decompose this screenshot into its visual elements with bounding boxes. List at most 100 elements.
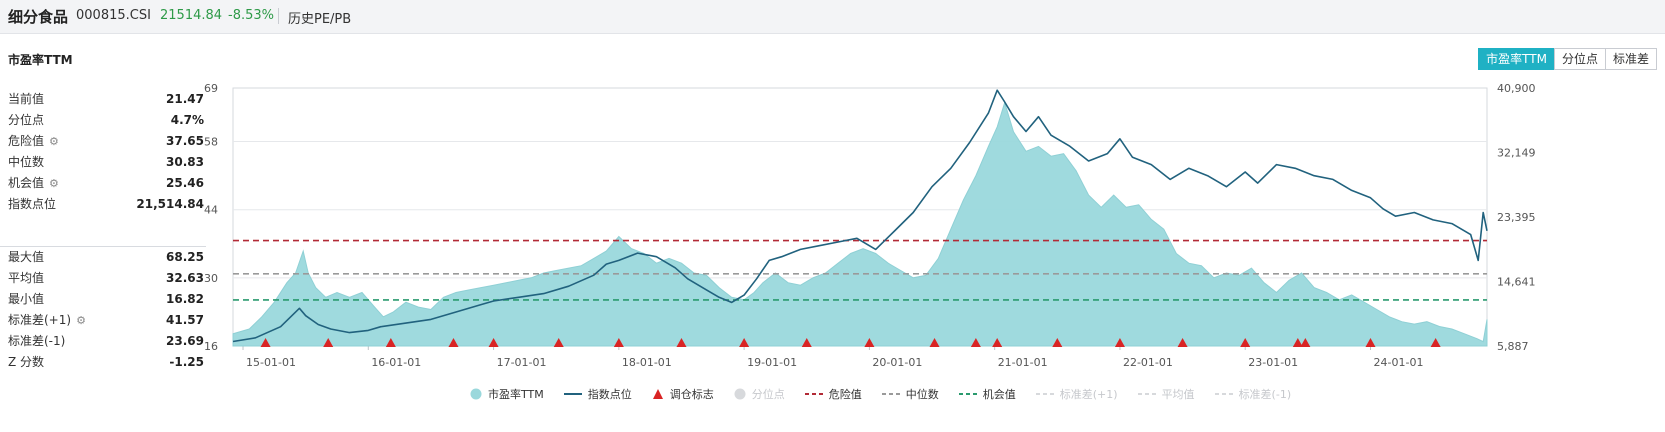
stat-opportunity: 机会值 ⚙ 25.46	[8, 173, 204, 194]
rebalance-marker	[676, 338, 687, 347]
index-name: 细分食品	[8, 8, 69, 26]
x-tick-label: 18-01-01	[622, 356, 672, 369]
legend-index[interactable]: 指数点位	[563, 386, 632, 402]
stat-label: 分位点	[8, 113, 45, 127]
stat-label: 危险值	[8, 134, 45, 148]
legend-percentile[interactable]: 分位点	[734, 386, 785, 402]
rebalance-marker	[323, 338, 334, 347]
stat-value: 68.25	[166, 250, 204, 264]
x-tick-label: 17-01-01	[497, 356, 547, 369]
section-title: 市盈率TTM	[8, 53, 73, 67]
y-right-tick-label: 14,641	[1497, 276, 1536, 289]
x-tick-label: 23-01-01	[1248, 356, 1298, 369]
y-right-tick-label: 5,887	[1497, 340, 1529, 353]
legend-opportunity[interactable]: 机会值	[958, 386, 1016, 402]
legend-std-minus[interactable]: 标准差(-1)	[1214, 386, 1292, 402]
legend-label: 分位点	[751, 388, 785, 401]
stat-value: 41.57	[166, 313, 204, 327]
rebalance-marker	[970, 338, 981, 347]
index-points-line	[232, 89, 1488, 343]
legend-swatch-dash	[1035, 393, 1054, 395]
legend-label: 指数点位	[587, 388, 632, 401]
legend-swatch-line	[563, 393, 582, 395]
stat-std-plus: 标准差(+1) ⚙ 41.57	[8, 310, 204, 331]
legend-label: 机会值	[982, 388, 1016, 401]
percentile-button[interactable]: 分位点	[1553, 48, 1606, 70]
legend-swatch-dash	[958, 393, 977, 395]
legend-label: 标准差(+1)	[1059, 388, 1118, 401]
metric-toggle-group: 市盈率TTM 分位点 标准差	[1478, 48, 1657, 70]
rebalance-marker	[1052, 338, 1063, 347]
rebalance-marker	[1292, 338, 1303, 347]
legend-rebalance[interactable]: 调仓标志	[652, 386, 714, 402]
index-code: 000815.CSI	[76, 8, 151, 23]
std-dev-button[interactable]: 标准差	[1604, 48, 1657, 70]
x-tick-label: 19-01-01	[747, 356, 797, 369]
history-pe-pb-link[interactable]: 历史PE/PB	[288, 12, 352, 27]
stat-min: 最小值 16.82	[8, 289, 204, 310]
rebalance-marker	[992, 338, 1003, 347]
stat-label: 最小值	[8, 292, 45, 306]
legend-swatch-dash	[1214, 393, 1233, 395]
legend-label: 平均值	[1161, 388, 1195, 401]
x-tick-label: 21-01-01	[998, 356, 1048, 369]
y-left-tick-label: 16	[204, 340, 218, 353]
rebalance-marker	[1300, 338, 1311, 347]
stat-value: -1.25	[169, 355, 204, 369]
stats-divider	[0, 246, 206, 247]
stat-label: 最大值	[8, 250, 45, 264]
x-tick-label: 24-01-01	[1374, 356, 1424, 369]
y-left-tick-label: 58	[204, 136, 218, 149]
stat-value: 32.63	[166, 271, 204, 285]
stat-value: 21.47	[166, 92, 204, 106]
rebalance-marker	[553, 338, 564, 347]
stat-label: 平均值	[8, 271, 45, 285]
stat-label: 当前值	[8, 92, 45, 106]
rebalance-marker	[488, 338, 499, 347]
x-tick-label: 22-01-01	[1123, 356, 1173, 369]
index-change: -8.53%	[228, 8, 274, 23]
rebalance-marker	[1114, 338, 1125, 347]
chart-legend: 市盈率TTM 指数点位 调仓标志 分位点 危险值 中位数 机会值 标准差(+1)…	[470, 387, 1311, 401]
x-tick-label: 15-01-01	[246, 356, 296, 369]
stat-value: 4.7%	[170, 113, 204, 127]
legend-std-plus[interactable]: 标准差(+1)	[1035, 386, 1118, 402]
pe-ttm-button[interactable]: 市盈率TTM	[1478, 48, 1555, 70]
stat-value: 25.46	[166, 176, 204, 190]
stat-value: 23.69	[166, 334, 204, 348]
stat-mean: 平均值 32.63	[8, 268, 204, 289]
stat-label: 指数点位	[8, 197, 57, 211]
x-tick-label: 20-01-01	[872, 356, 922, 369]
rebalance-marker	[385, 338, 396, 347]
rebalance-marker	[260, 338, 271, 347]
legend-mean[interactable]: 平均值	[1137, 386, 1195, 402]
legend-label: 标准差(-1)	[1238, 388, 1292, 401]
legend-label: 市盈率TTM	[488, 388, 544, 401]
legend-swatch-triangle	[652, 389, 663, 399]
gear-icon[interactable]: ⚙	[49, 177, 59, 190]
y-left-tick-label: 44	[204, 204, 218, 217]
stat-label: 标准差(+1)	[8, 313, 72, 327]
stat-label: 机会值	[8, 176, 45, 190]
stat-value: 37.65	[166, 134, 204, 148]
rebalance-marker	[929, 338, 940, 347]
legend-label: 中位数	[905, 388, 939, 401]
legend-danger[interactable]: 危险值	[804, 386, 862, 402]
legend-pe[interactable]: 市盈率TTM	[470, 386, 544, 402]
legend-label: 危险值	[828, 388, 862, 401]
legend-swatch-dash	[881, 393, 900, 395]
header-bar: 细分食品 000815.CSI 21514.84 -8.53% 历史PE/PB	[0, 0, 1665, 34]
rebalance-marker	[1365, 338, 1376, 347]
gear-icon[interactable]: ⚙	[49, 135, 59, 148]
legend-swatch-circle	[470, 388, 482, 400]
y-right-tick-label: 23,395	[1497, 211, 1536, 224]
legend-median[interactable]: 中位数	[881, 386, 939, 402]
gear-icon[interactable]: ⚙	[76, 314, 86, 327]
stat-current: 当前值 21.47	[8, 89, 204, 110]
header-divider	[278, 8, 279, 24]
rebalance-marker	[448, 338, 459, 347]
stat-danger: 危险值 ⚙ 37.65	[8, 131, 204, 152]
rebalance-marker	[864, 338, 875, 347]
y-left-tick-label: 30	[204, 272, 218, 285]
